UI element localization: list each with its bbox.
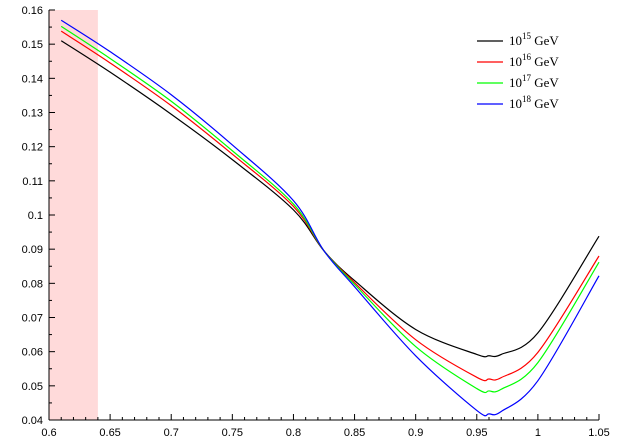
legend-label-base: 10	[509, 96, 522, 111]
series-line-17	[60, 25, 600, 394]
x-tick-label: 0.8	[286, 427, 301, 439]
x-axis-ticks: 0.6 0.65 0.7 0.75 0.8 0.85 0.9 0.95 1 1.05	[41, 414, 610, 439]
x-tick-label: 0.7	[164, 427, 179, 439]
x-tick-label: 0.6	[41, 427, 56, 439]
legend-label-base: 10	[509, 75, 522, 90]
y-tick-label: 0.11	[22, 176, 43, 188]
axes	[48, 10, 599, 421]
y-tick-label: 0.08	[22, 278, 43, 290]
y-tick-label: 0.12	[22, 142, 43, 154]
shaded-region-layer	[49, 10, 98, 420]
legend-label-unit: GeV	[531, 54, 559, 69]
y-tick-label: 0.13	[22, 108, 43, 120]
x-tick-label: 0.65	[99, 427, 120, 439]
series-line-15	[60, 40, 600, 358]
y-axis-ticks: 0.04 0.05 0.06 0.07 0.08 0.09 0.1 0.11 0.12 0.13 0…	[22, 5, 55, 427]
x-tick-label: 1.05	[588, 427, 609, 439]
legend-label-17: 1017 GeV	[509, 73, 559, 90]
legend-label-base: 10	[509, 54, 522, 69]
y-tick-label: 0.09	[22, 244, 43, 256]
y-tick-label: 0.06	[22, 347, 43, 359]
x-tick-label: 0.95	[466, 427, 487, 439]
legend-label-18: 1018 GeV	[509, 94, 559, 111]
legend-label-exponent: 17	[522, 73, 532, 83]
y-tick-label: 0.14	[22, 73, 43, 85]
legend-label-16: 1016 GeV	[509, 52, 559, 69]
legend-label-exponent: 16	[522, 52, 532, 62]
x-tick-label: 1	[535, 427, 541, 439]
x-tick-label: 0.75	[222, 427, 243, 439]
x-tick-label: 0.85	[344, 427, 365, 439]
legend-label-15: 1015 GeV	[509, 31, 559, 48]
y-tick-label: 0.15	[22, 39, 43, 51]
y-tick-label: 0.07	[22, 313, 43, 325]
series-line-16	[60, 30, 600, 382]
legend-label-unit: GeV	[531, 75, 559, 90]
legend-label-base: 10	[509, 33, 522, 48]
y-tick-label: 0.04	[22, 415, 43, 427]
legend-label-unit: GeV	[531, 33, 559, 48]
legend-label-exponent: 18	[522, 94, 532, 104]
y-tick-label: 0.05	[22, 381, 43, 393]
series-line-18	[60, 19, 600, 417]
y-tick-label: 0.1	[28, 210, 43, 222]
x-tick-label: 0.9	[408, 427, 423, 439]
legend-label-exponent: 15	[522, 31, 532, 41]
y-tick-label: 0.16	[22, 5, 43, 17]
legend-label-unit: GeV	[531, 96, 559, 111]
series-layer	[60, 19, 600, 417]
shaded-region	[49, 10, 98, 420]
